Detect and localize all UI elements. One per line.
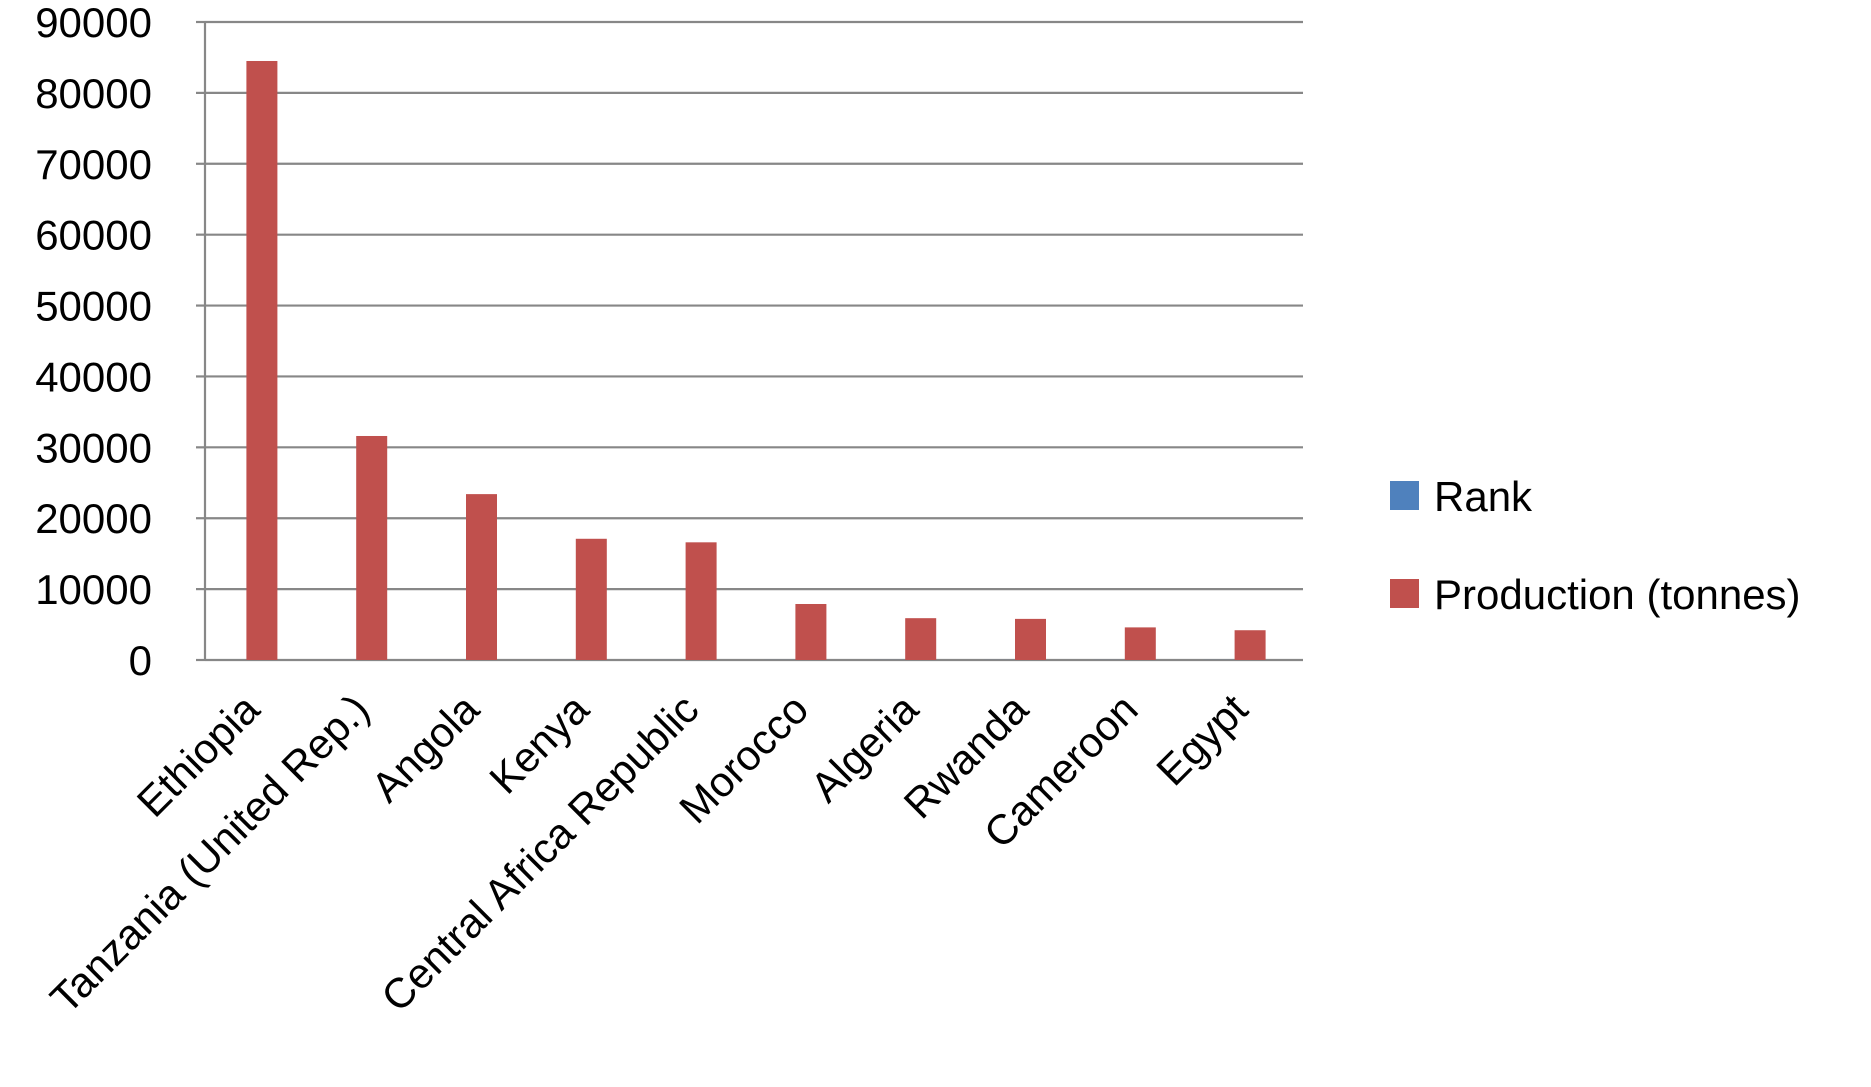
bar-production	[1125, 627, 1156, 660]
legend-swatch	[1390, 481, 1419, 510]
x-tick-label: Egypt	[1147, 685, 1256, 794]
bar-production	[246, 61, 277, 660]
y-tick-label: 80000	[35, 70, 152, 117]
bars	[215, 61, 1265, 660]
y-tick-label: 60000	[35, 212, 152, 259]
bar-production	[1235, 630, 1266, 660]
legend: Rank Production (tonnes)	[1390, 473, 1801, 618]
bar-production	[356, 436, 387, 660]
legend-label: Rank	[1434, 473, 1533, 520]
y-tick-label: 0	[129, 637, 152, 684]
y-tick-label: 10000	[35, 566, 152, 613]
y-tick-label: 50000	[35, 283, 152, 330]
legend-label: Production (tonnes)	[1434, 571, 1801, 618]
bar-production	[905, 618, 936, 660]
y-tick-label: 90000	[35, 0, 152, 46]
y-tick-label: 40000	[35, 353, 152, 400]
y-tick-label: 30000	[35, 424, 152, 471]
y-tick-label: 70000	[35, 141, 152, 188]
legend-swatch	[1390, 579, 1419, 608]
bar-production	[686, 542, 717, 660]
x-tick-label: Angola	[362, 685, 488, 811]
y-tick-labels: 0 10000 20000 30000 40000 50000 60000 70000 8000…	[35, 0, 152, 684]
bar-production	[1015, 619, 1046, 660]
bar-production	[466, 494, 497, 660]
bar-production	[576, 539, 607, 660]
y-tick-label: 20000	[35, 495, 152, 542]
bar-production	[795, 604, 826, 660]
